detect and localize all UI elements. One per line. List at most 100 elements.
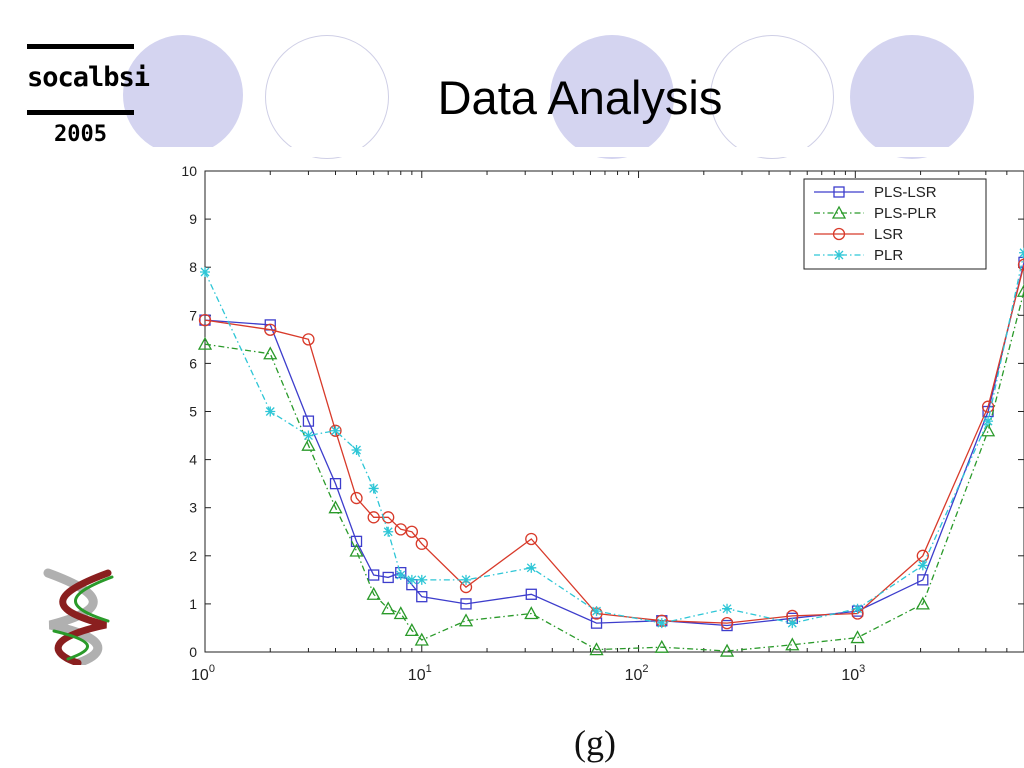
data-point xyxy=(415,537,428,550)
x-tick-label: 102 xyxy=(625,663,649,684)
x-tick-exponent: 2 xyxy=(642,663,648,675)
data-point xyxy=(416,574,427,585)
series-pls-lsr xyxy=(199,256,1024,632)
data-point xyxy=(656,618,667,629)
legend: PLS-LSR PLS-PLR LSR PLR xyxy=(803,178,987,270)
data-point xyxy=(525,588,537,600)
data-point xyxy=(917,574,929,586)
data-point xyxy=(458,613,474,627)
data-point xyxy=(265,406,276,417)
legend-label: LSR xyxy=(874,226,903,243)
data-point xyxy=(329,424,342,437)
data-point xyxy=(302,415,315,427)
header-band-mask xyxy=(0,147,1024,157)
data-point xyxy=(787,618,798,629)
header-circle-1 xyxy=(123,35,243,155)
data-point xyxy=(395,570,406,581)
x-tick-label: 100 xyxy=(191,663,215,684)
data-point xyxy=(329,477,342,490)
data-point xyxy=(301,437,316,451)
data-point xyxy=(1017,258,1024,271)
data-point xyxy=(393,606,408,620)
header-circle-5 xyxy=(850,35,974,159)
data-point xyxy=(785,637,800,651)
data-point xyxy=(654,639,669,653)
y-tick-label: 2 xyxy=(189,548,197,564)
legend-label: PLS-LSR xyxy=(874,184,937,201)
legend-label: PLS-PLR xyxy=(874,205,937,222)
y-tick-label: 7 xyxy=(189,307,197,323)
data-point xyxy=(460,598,472,610)
data-point xyxy=(590,617,603,629)
series-plr xyxy=(200,247,1024,629)
data-point xyxy=(200,267,210,278)
series-pls-plr xyxy=(197,283,1024,657)
header-circle-2 xyxy=(265,35,389,159)
data-point xyxy=(302,333,315,346)
logo-top-bar xyxy=(27,44,134,49)
data-point xyxy=(349,543,364,557)
data-point xyxy=(368,569,380,581)
header-circle-4 xyxy=(710,35,834,159)
y-tick-label: 3 xyxy=(189,500,197,516)
data-point xyxy=(720,616,734,630)
data-point xyxy=(366,586,381,600)
data-point xyxy=(198,313,212,327)
logo-word: socalbsi xyxy=(27,62,150,93)
data-point xyxy=(852,603,863,614)
legend-marker xyxy=(831,205,847,219)
data-point xyxy=(591,606,602,617)
data-point xyxy=(915,596,930,610)
series-line xyxy=(204,264,1024,624)
logo-bottom-bar xyxy=(27,110,134,115)
data-point xyxy=(382,571,394,584)
x-tick-exponent: 3 xyxy=(859,663,865,675)
data-point xyxy=(981,400,995,413)
data-point xyxy=(719,643,735,657)
data-point xyxy=(980,423,996,437)
header-circle-3 xyxy=(550,35,674,159)
legend-marker xyxy=(832,227,846,241)
slide-title: Data Analysis xyxy=(437,71,723,124)
logo-year: 2005 xyxy=(54,122,107,147)
socalbsi-logo: socalbsi 2005 xyxy=(27,44,150,159)
data-point xyxy=(197,336,213,350)
data-point xyxy=(328,500,343,514)
data-point xyxy=(722,603,733,614)
series-layer xyxy=(197,247,1024,657)
data-point xyxy=(264,323,277,336)
data-point xyxy=(524,606,539,620)
data-point xyxy=(330,425,341,436)
y-tick-label: 9 xyxy=(189,211,197,227)
x-tick-label: 103 xyxy=(841,663,865,684)
series-line xyxy=(204,262,1024,627)
data-point xyxy=(367,511,380,524)
x-tick-label: 101 xyxy=(408,663,432,684)
data-point xyxy=(526,562,537,573)
data-point xyxy=(351,444,362,455)
legend-marker xyxy=(833,186,845,198)
series-lsr xyxy=(198,258,1024,630)
x-tick-exponent: 1 xyxy=(426,663,432,675)
data-point xyxy=(850,630,865,644)
data-point xyxy=(405,525,419,538)
data-point xyxy=(525,532,538,546)
x-tick-exponent: 0 xyxy=(209,663,215,675)
data-point xyxy=(368,483,379,494)
data-point xyxy=(461,574,472,585)
y-tick-label: 10 xyxy=(181,163,197,179)
y-tick-label: 5 xyxy=(189,404,197,420)
data-point xyxy=(350,491,363,505)
series-line xyxy=(204,291,1024,652)
dna-helix-icon xyxy=(43,568,114,665)
data-point xyxy=(1016,283,1024,297)
y-tick-label: 6 xyxy=(189,355,197,371)
data-point xyxy=(406,574,417,585)
data-point xyxy=(383,526,394,537)
data-point xyxy=(414,632,429,646)
figure-caption: (g) xyxy=(574,723,616,763)
y-tick-label: 0 xyxy=(189,644,197,660)
data-point xyxy=(589,642,604,656)
y-tick-label: 8 xyxy=(189,259,197,275)
